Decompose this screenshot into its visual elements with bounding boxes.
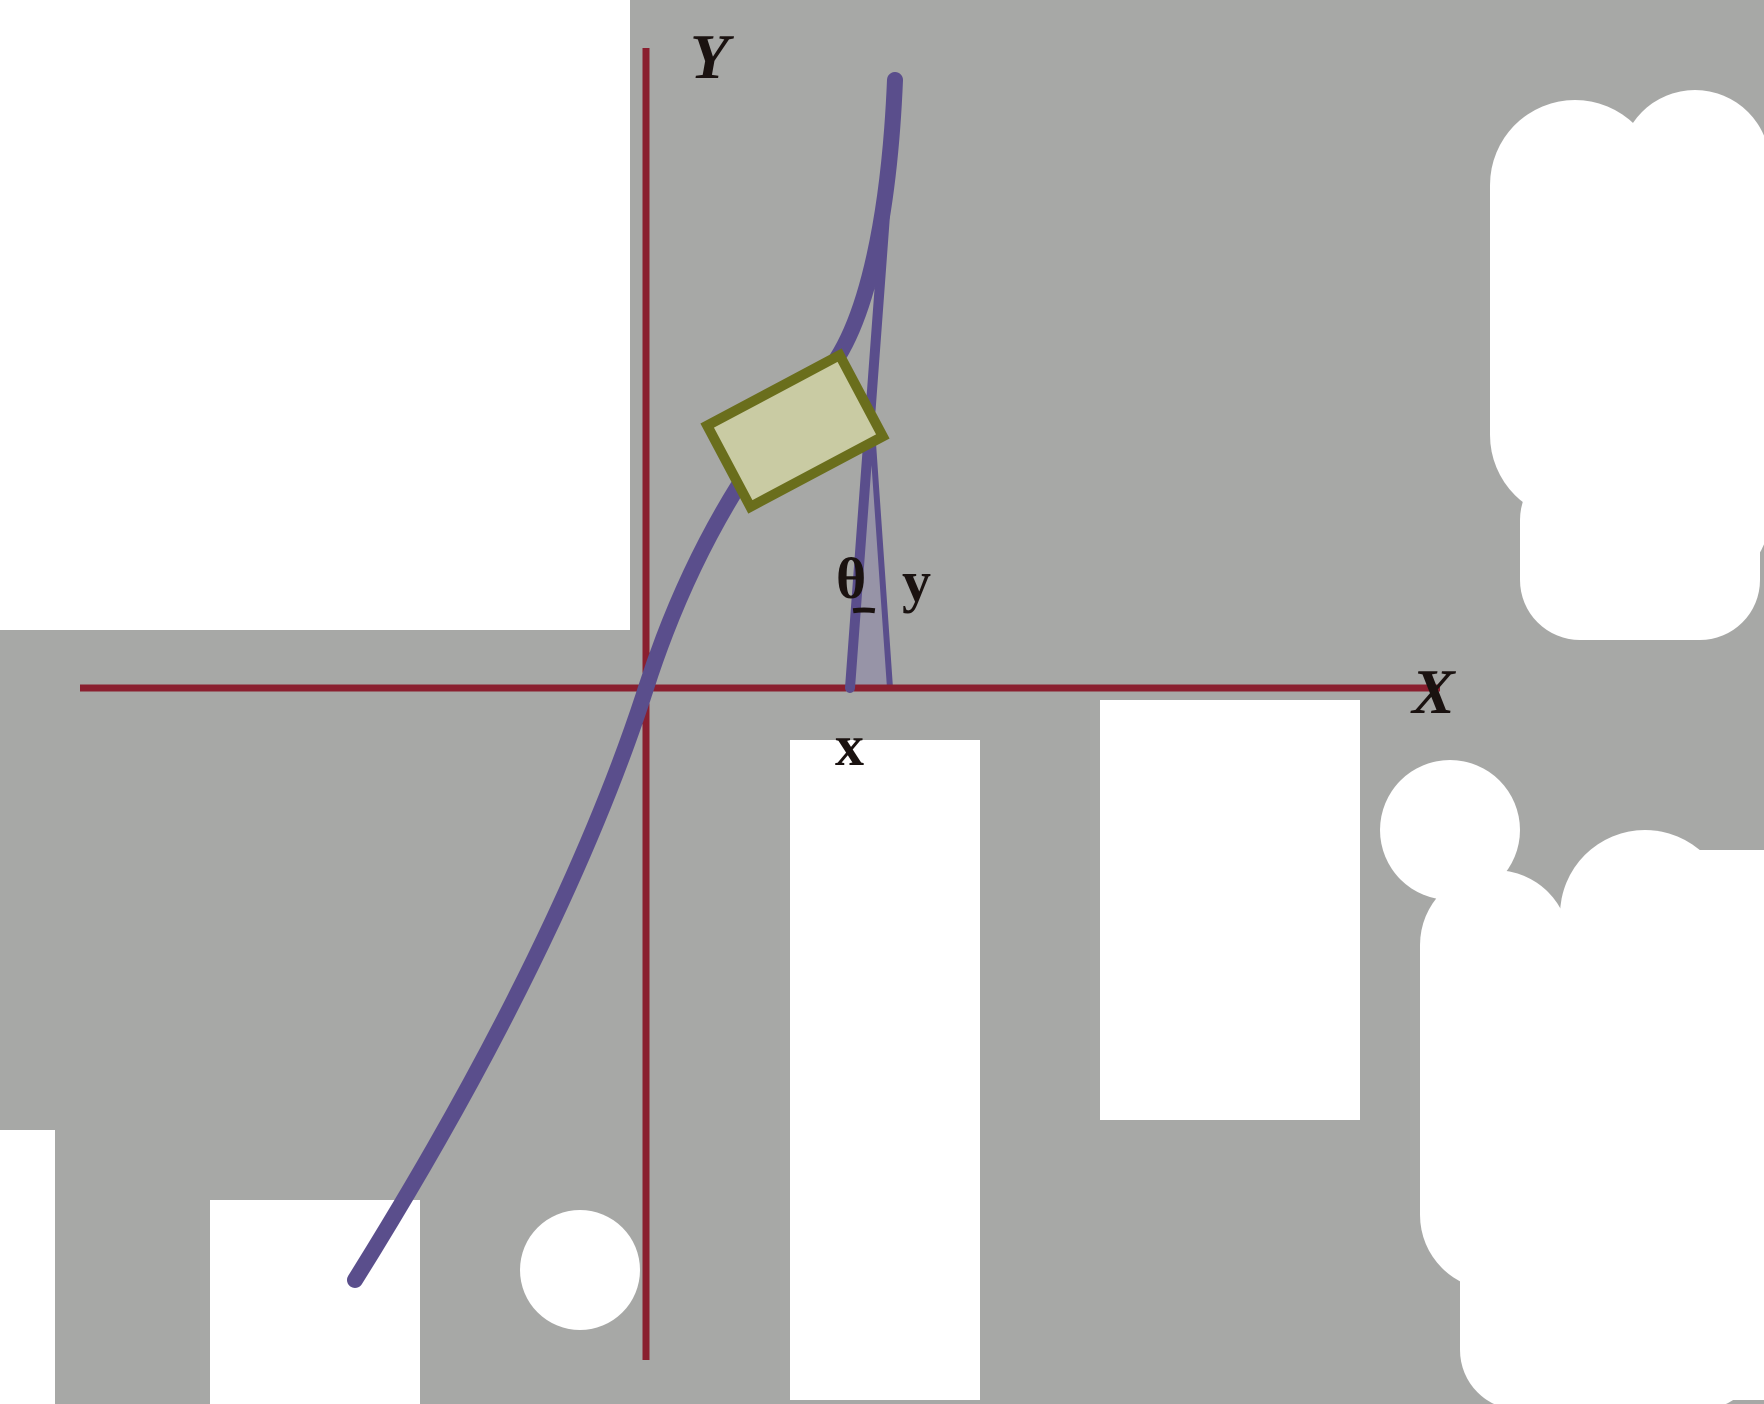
curve-path bbox=[355, 80, 895, 1280]
block-group bbox=[707, 355, 883, 507]
label-y-length: y bbox=[902, 548, 931, 615]
label-X: X bbox=[1412, 655, 1455, 729]
label-x-length: x bbox=[835, 712, 864, 779]
label-Y: Y bbox=[690, 20, 729, 94]
diagram-svg bbox=[0, 0, 1764, 1404]
block-rect bbox=[707, 355, 883, 507]
label-theta: θ bbox=[836, 545, 866, 612]
